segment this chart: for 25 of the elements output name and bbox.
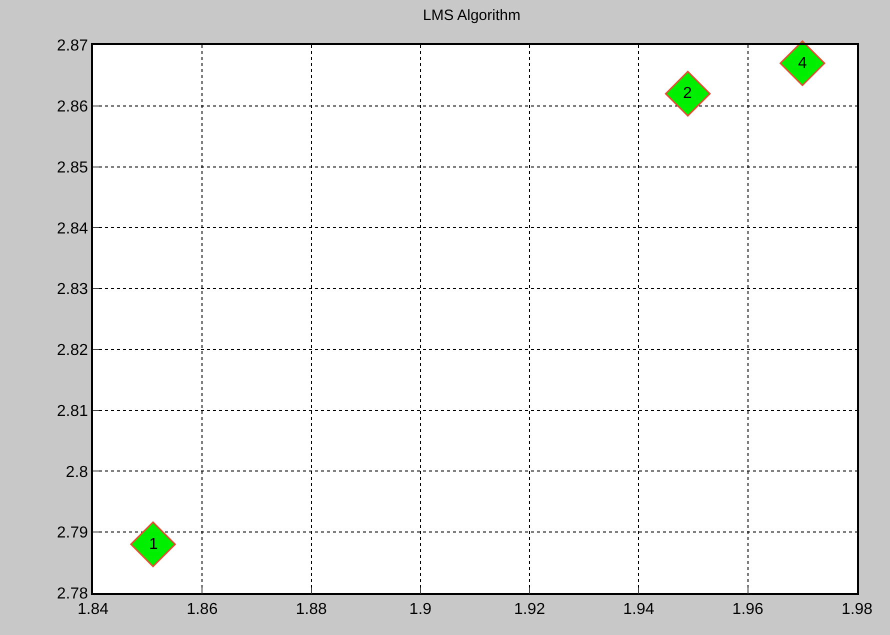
point [130,521,176,568]
chart-title: LMS Algorithm [422,7,520,24]
y-tick-label: 2.78 [56,586,88,603]
y-tick-label: 2.87 [56,38,88,55]
annotation: 2 [683,85,692,102]
annotation: 4 [798,55,807,72]
annotation: 1 [149,536,158,553]
x-tick-label: 1.9 [409,600,432,618]
x-tick-label: 1.98 [841,600,873,618]
y-tick-label: 2.79 [56,524,88,542]
y-tick-label: 2.8 [66,464,88,481]
y-tick-label: 2.84 [56,220,88,238]
y-tick-label: 2.85 [56,159,88,176]
x-tick-label: 1.92 [514,600,546,618]
x-tick-label: 1.96 [732,600,764,618]
y-tick-label: 2.81 [56,402,88,420]
x-tick-label: 1.88 [296,600,327,618]
y-tick-label: 2.86 [56,98,88,116]
y-tick-label: 2.83 [56,281,88,298]
point [780,40,826,86]
x-tick-label: 1.84 [77,600,109,618]
x-tick-label: 1.94 [623,600,654,618]
y-tick-label: 2.82 [56,342,88,360]
point [664,70,711,117]
x-tick-label: 1.86 [186,600,218,618]
